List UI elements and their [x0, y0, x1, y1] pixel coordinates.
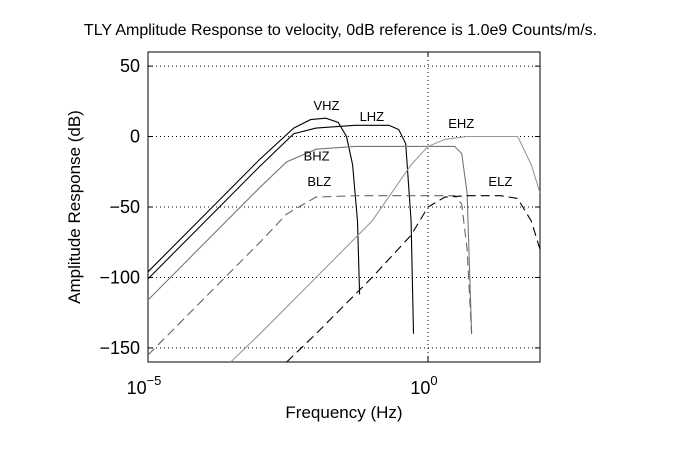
series-line-blz [148, 195, 473, 356]
x-tick-label: 10−5 [127, 373, 162, 398]
series-labels: VHZ LHZ BHZ EHZ BLZ ELZ [304, 98, 513, 189]
x-tick-label-exponent: 0 [430, 373, 437, 388]
x-axis-label: Frequency (Hz) [285, 403, 402, 422]
series-line-lhz [148, 124, 415, 334]
y-tick-label: −50 [109, 197, 140, 217]
series-label-elz: ELZ [488, 174, 512, 189]
series-label-bhz: BHZ [304, 149, 330, 164]
series-label-ehz: EHZ [448, 116, 474, 131]
y-axis-label: Amplitude Response (dB) [65, 110, 84, 304]
series-line-ehz [230, 135, 540, 362]
x-tick-label: 100 [410, 373, 437, 398]
y-tick-label: 0 [130, 127, 140, 147]
series-label-vhz: VHZ [313, 98, 339, 113]
x-tick-label-exponent: −5 [147, 373, 162, 388]
series-label-blz: BLZ [307, 174, 331, 189]
x-tick-label-base: 10 [410, 378, 430, 398]
y-tick-label: −100 [99, 267, 140, 287]
series-line-elz [286, 195, 540, 362]
series-line-bhz [148, 145, 473, 334]
series-line-vhz [148, 117, 361, 295]
series-label-lhz: LHZ [360, 109, 385, 124]
series-lines [148, 117, 540, 362]
chart-title: TLY Amplitude Response to velocity, 0dB … [83, 22, 598, 39]
y-tick-label: −150 [99, 338, 140, 358]
grid-lines [147, 52, 540, 362]
x-tick-label-base: 10 [127, 378, 147, 398]
y-tick-label: 50 [120, 56, 140, 76]
